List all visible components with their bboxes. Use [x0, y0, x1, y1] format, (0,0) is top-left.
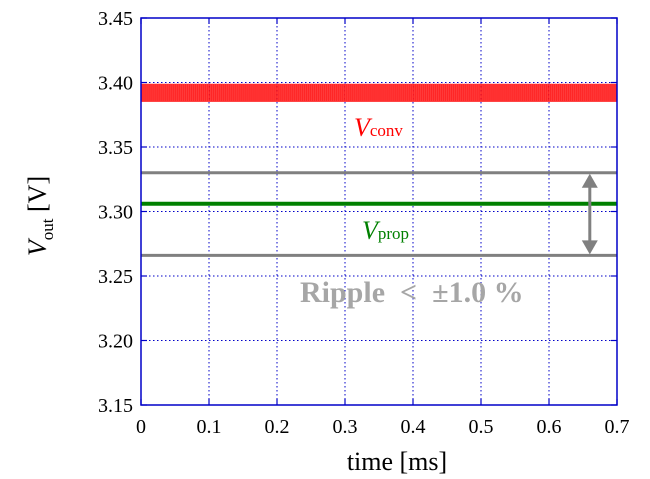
x-tick-label: 0.7	[605, 416, 630, 438]
y-tick-label: 3.25	[98, 266, 133, 288]
y-tick-label: 3.35	[98, 137, 133, 159]
x-tick-label: 0.2	[265, 416, 290, 438]
x-tick-label: 0	[136, 416, 146, 438]
v-prop-label: Vprop	[362, 216, 409, 245]
v-conv-label-sub: conv	[370, 121, 404, 140]
x-tick-label: 0.6	[537, 416, 562, 438]
x-axis-title: time [ms]	[347, 447, 447, 476]
y-tick-label: 3.45	[98, 8, 133, 30]
y-tick-label: 3.30	[98, 202, 133, 224]
y-axis-title-sub: out	[38, 218, 57, 240]
y-axis-title-unit: [V]	[23, 176, 52, 219]
ripple-annotation: Ripple < ±1.0 %	[300, 276, 524, 309]
v-prop-label-sub: prop	[378, 224, 409, 243]
y-tick-label: 3.20	[98, 331, 133, 353]
ripple-arrow-head-up	[581, 173, 598, 188]
ripple-arrow-head-down	[581, 240, 598, 255]
grid	[141, 18, 617, 405]
data-layer	[140, 83, 618, 257]
v-conv-label-main: V	[354, 113, 373, 142]
v-conv-label: Vconv	[354, 113, 403, 142]
y-tick-label: 3.15	[98, 395, 133, 417]
y-axis-title: Vout [V]	[23, 176, 57, 256]
y-tick-label: 3.40	[98, 73, 133, 95]
ticks: 0 0.1 0.2 0.3 0.4 0.5 0.6 0.7 3.15 3.20 3.25 3.30 3.…	[98, 8, 630, 438]
v-prop-label-main: V	[362, 216, 381, 245]
x-tick-label: 0.4	[401, 416, 426, 438]
x-tick-label: 0.3	[333, 416, 358, 438]
x-tick-label: 0.1	[197, 416, 222, 438]
y-axis-title-main: V	[23, 237, 52, 256]
x-tick-label: 0.5	[469, 416, 494, 438]
v-conv-line	[140, 83, 618, 102]
